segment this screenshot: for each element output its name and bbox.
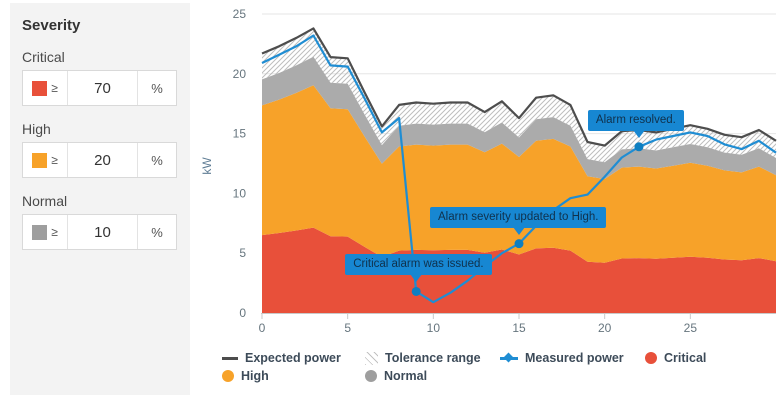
x-tick-label: 15	[512, 321, 526, 335]
critical-threshold-input[interactable]	[68, 71, 137, 105]
y-tick-label: 20	[233, 67, 247, 81]
y-tick-label: 5	[239, 246, 246, 260]
severity-swatch-cell: ≥	[23, 215, 68, 249]
y-tick-label: 0	[239, 306, 246, 320]
legend-item-high[interactable]: High	[222, 369, 269, 383]
severity-levels: Critical ≥% High ≥% Normal ≥%	[22, 49, 178, 250]
legend-item-critical[interactable]: Critical	[645, 351, 706, 365]
legend-label: Tolerance range	[385, 351, 481, 365]
legend-swatch-dot	[222, 370, 234, 382]
callout-pointer	[410, 274, 423, 283]
severity-level-name-critical: Critical	[22, 49, 65, 65]
y-axis-label: kW	[200, 157, 214, 175]
legend-item-measured-power[interactable]: Measured power	[500, 351, 624, 365]
normal-threshold-input[interactable]	[68, 215, 137, 249]
legend-item-normal[interactable]: Normal	[365, 369, 427, 383]
legend-label: Critical	[664, 351, 707, 365]
band-tolerance-range	[262, 28, 776, 163]
y-tick-label: 25	[233, 7, 247, 21]
severity-swatch-cell: ≥	[23, 143, 68, 177]
severity-threshold-row: ≥%	[22, 214, 177, 250]
legend-label: Measured power	[525, 351, 624, 365]
legend-label: Expected power	[245, 351, 341, 365]
percent-unit: %	[137, 215, 176, 249]
severity-threshold-row: ≥%	[22, 142, 177, 178]
band-high	[262, 85, 776, 263]
y-tick-label: 10	[233, 186, 247, 200]
severity-swatch-cell: ≥	[23, 71, 68, 105]
legend-swatch-dot	[365, 370, 377, 382]
percent-unit: %	[137, 71, 176, 105]
gte-operator: ≥	[51, 153, 58, 167]
event-callout: Alarm severity updated to High.	[430, 206, 607, 235]
legend-item-tolerance-range[interactable]: Tolerance range	[365, 351, 481, 365]
chart-legend: Expected power Tolerance range Measured po…	[0, 345, 782, 400]
legend-swatch-dot	[645, 352, 657, 364]
normal-color-swatch	[32, 224, 48, 240]
panel-title: Severity	[22, 17, 81, 34]
event-callout: Alarm resolved.	[587, 109, 684, 138]
chart-plot: 0 5 10 15 20 25 0 5 10 15 20 25 kW	[200, 7, 777, 335]
severity-panel: Severity Critical ≥% High ≥% Normal ≥%	[10, 3, 190, 395]
event-marker-dot	[411, 286, 421, 296]
gte-operator: ≥	[51, 81, 58, 95]
expected-power-line	[261, 27, 777, 147]
event-callout: Critical alarm was issued.	[345, 254, 492, 283]
legend-swatch-line	[222, 356, 238, 360]
legend-swatch-line-diamond	[500, 352, 518, 363]
y-tick-label: 15	[233, 127, 247, 141]
severity-level-name-normal: Normal	[22, 193, 68, 209]
legend-swatch-hatch	[365, 351, 378, 365]
x-tick-label: 5	[344, 321, 351, 335]
legend-item-expected-power[interactable]: Expected power	[222, 351, 341, 365]
x-tick-label: 0	[259, 321, 266, 335]
legend-label: High	[241, 369, 269, 383]
severity-level-name-high: High	[22, 121, 51, 137]
x-tick-label: 20	[598, 321, 612, 335]
gte-operator: ≥	[51, 225, 58, 239]
callout-pointer	[513, 226, 525, 235]
high-color-swatch	[32, 152, 48, 168]
high-threshold-input[interactable]	[68, 143, 137, 177]
legend-label: Normal	[384, 369, 428, 383]
event-marker-dot	[634, 142, 644, 152]
callout-pointer	[632, 129, 645, 138]
critical-color-swatch	[32, 80, 48, 96]
x-tick-label: 25	[684, 321, 698, 335]
event-marker-dot	[514, 239, 524, 249]
percent-unit: %	[137, 143, 176, 177]
band-critical	[262, 227, 776, 313]
band-normal	[262, 56, 776, 179]
x-tick-label: 10	[427, 321, 441, 335]
severity-threshold-row: ≥%	[22, 70, 177, 106]
